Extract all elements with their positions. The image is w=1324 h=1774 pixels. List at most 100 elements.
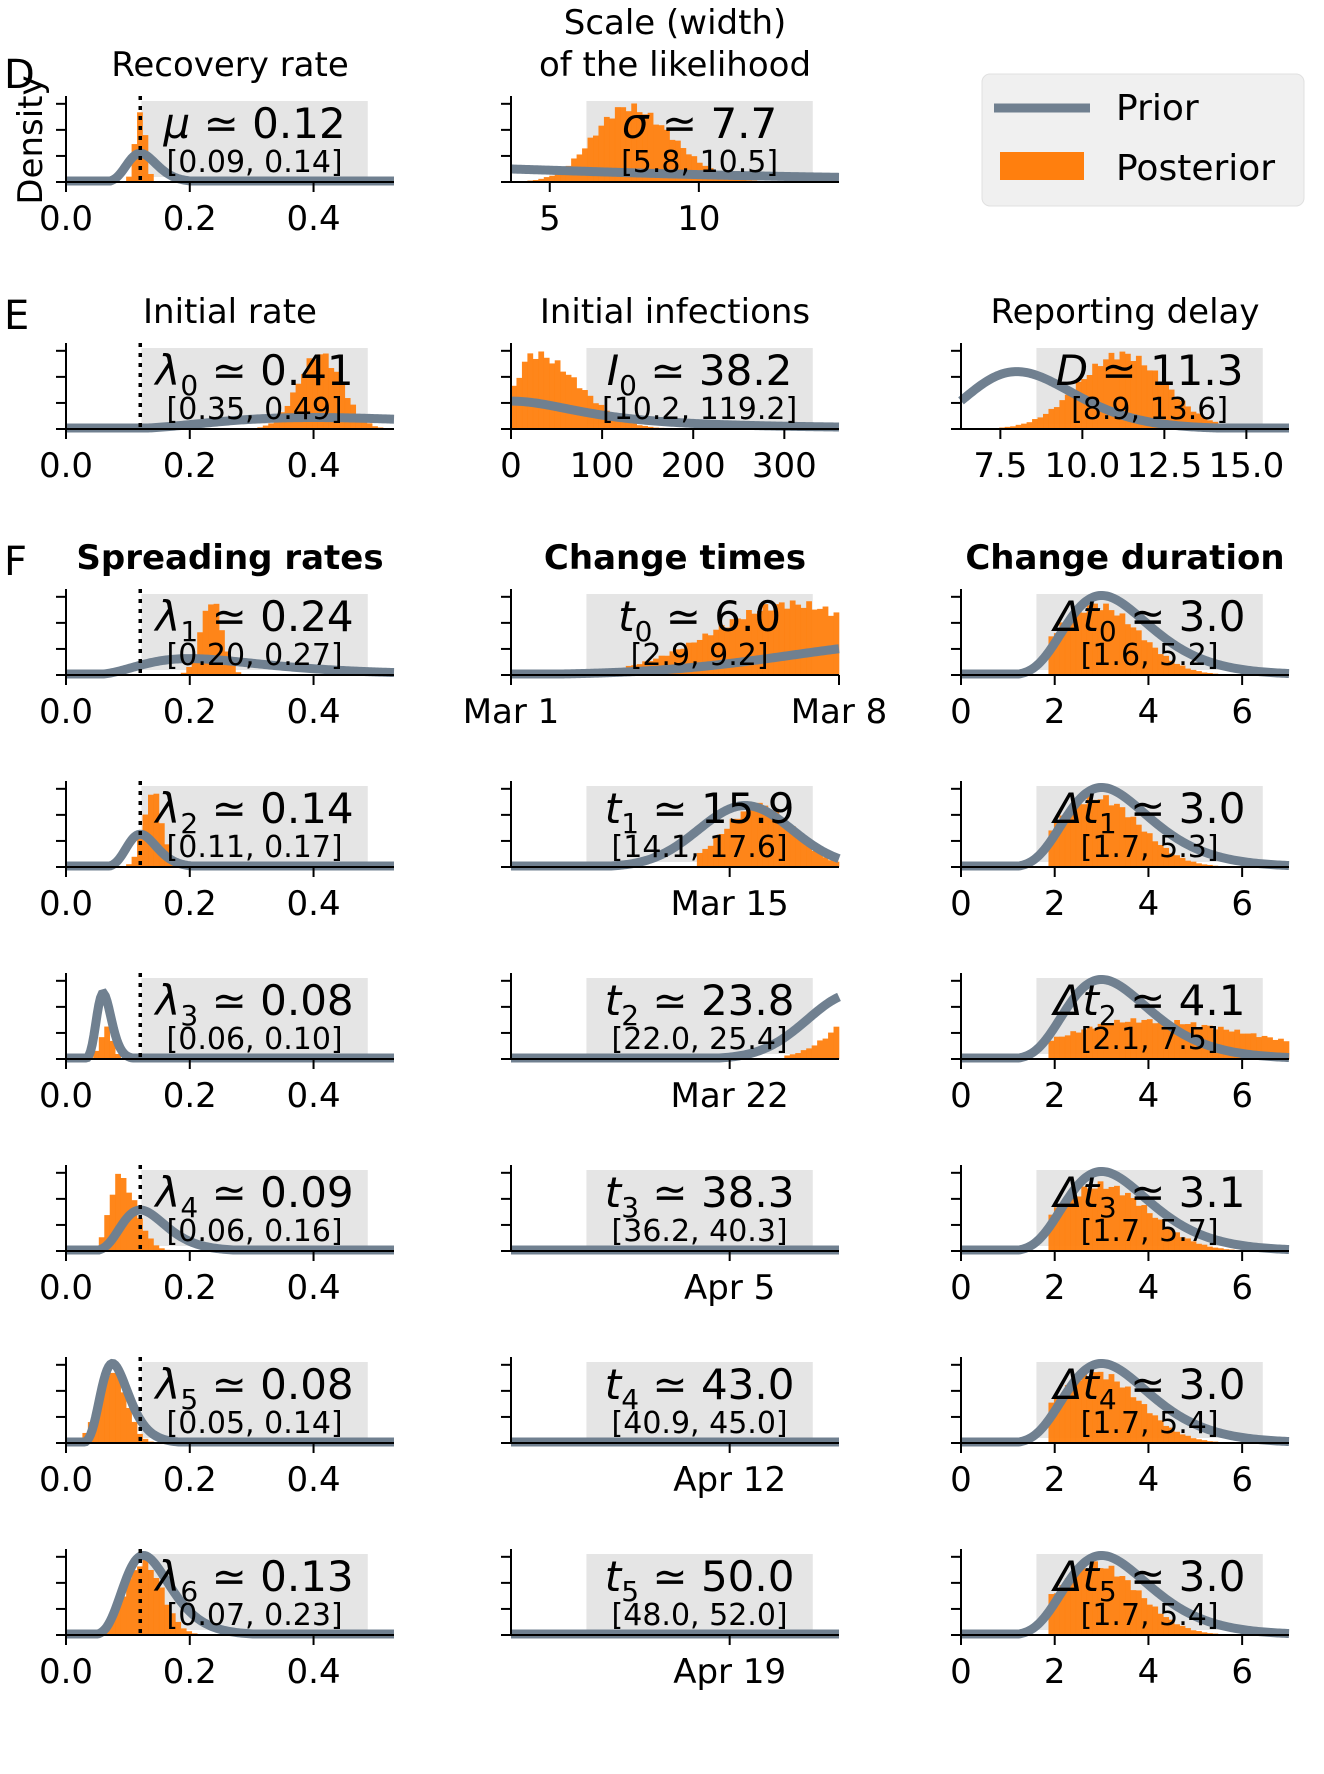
- median-value: 3.0: [1179, 784, 1246, 833]
- posterior-bar: [180, 672, 187, 675]
- posterior-bar: [175, 1621, 182, 1635]
- x-tick-label: 0: [950, 1460, 972, 1500]
- approx-sign: ≃: [198, 784, 260, 833]
- median-symbol: λ: [154, 592, 181, 641]
- median-subscript: 5: [180, 1383, 198, 1416]
- posterior-bar: [740, 811, 747, 867]
- x-tick-label: 2: [1044, 1460, 1066, 1500]
- x-tick-label: 4: [1138, 1460, 1160, 1500]
- posterior-bar: [724, 828, 730, 867]
- median-value: 4.1: [1179, 976, 1246, 1025]
- panel-7-1: t5 ≃ 50.0[48.0, 52.0] Apr 19: [501, 1549, 839, 1692]
- posterior-bar: [1119, 613, 1126, 675]
- posterior-bar: [702, 848, 709, 867]
- x-tick-label: 0.0: [39, 446, 93, 486]
- approx-sign: ≃: [198, 1360, 260, 1409]
- posterior-bar: [1152, 1023, 1159, 1059]
- posterior-bar: [115, 1371, 121, 1443]
- x-tick-label: 4: [1138, 1652, 1160, 1692]
- posterior-bar: [1048, 408, 1055, 429]
- posterior-bar: [322, 353, 329, 429]
- posterior-bar: [1141, 1019, 1148, 1059]
- posterior-bar: [158, 1587, 165, 1635]
- approx-sign: ≃: [639, 1360, 701, 1409]
- posterior-bar: [109, 1040, 116, 1059]
- posterior-bar: [1135, 1205, 1142, 1251]
- posterior-bar: [1103, 359, 1109, 429]
- posterior-bar: [1108, 610, 1115, 675]
- prior-curve: [510, 396, 840, 432]
- posterior-bar: [235, 672, 242, 675]
- median-symbol: Δt: [1051, 976, 1101, 1025]
- posterior-bar: [1135, 824, 1142, 867]
- posterior-bar: [560, 371, 566, 429]
- posterior-bar: [735, 818, 741, 867]
- x-tick-label: 5: [539, 199, 561, 239]
- posterior-bar: [169, 1613, 176, 1635]
- x-tick-label: 4: [1138, 1076, 1160, 1116]
- median-label: I0 ≃ 38.2: [607, 346, 793, 402]
- posterior-bar: [1086, 794, 1093, 867]
- posterior-bar: [1135, 1590, 1142, 1635]
- median-value: 0.41: [260, 346, 354, 395]
- median-value: 0.14: [260, 784, 354, 833]
- posterior-bar: [1043, 413, 1049, 429]
- x-tick-label: 0.4: [287, 199, 341, 239]
- posterior-bar: [93, 1050, 100, 1059]
- posterior-bar: [817, 608, 823, 675]
- posterior-bar: [833, 1026, 840, 1059]
- posterior-bar: [1163, 655, 1170, 675]
- posterior-bar: [811, 1045, 818, 1059]
- median-subscript: 3: [180, 999, 198, 1032]
- median-subscript: 0: [180, 369, 198, 402]
- posterior-bar: [1070, 1195, 1077, 1251]
- posterior-bar: [1196, 413, 1202, 429]
- approx-sign: ≃: [639, 784, 701, 833]
- posterior-bar: [1130, 1397, 1137, 1443]
- posterior-bar: [538, 178, 545, 182]
- posterior-bar: [1168, 853, 1175, 867]
- posterior-bar: [131, 144, 138, 182]
- posterior-bar: [1081, 1568, 1088, 1635]
- posterior-bar: [800, 1050, 807, 1059]
- posterior-bar: [833, 861, 840, 867]
- posterior-bar: [680, 148, 687, 182]
- posterior-bar: [614, 416, 621, 429]
- posterior-bar: [1174, 1232, 1180, 1251]
- posterior-bar: [675, 140, 681, 182]
- posterior-bar: [817, 1040, 823, 1059]
- credible-interval: [0.06, 0.16]: [167, 1214, 343, 1249]
- posterior-bar: [691, 642, 698, 675]
- posterior-bar: [609, 414, 616, 429]
- posterior-bar: [1048, 830, 1055, 867]
- prior-curve: [66, 654, 395, 679]
- posterior-bar: [1157, 1219, 1164, 1251]
- median-label: Δt1 ≃ 3.0: [1051, 784, 1246, 840]
- median-subscript: 1: [1099, 807, 1117, 840]
- legend-posterior-label: Posterior: [1116, 148, 1275, 189]
- posterior-bar: [538, 351, 545, 429]
- stats-box: [141, 101, 368, 177]
- posterior-bar: [1075, 1569, 1082, 1635]
- posterior-bar: [784, 1055, 791, 1059]
- credible-interval: [1.7, 5.4]: [1081, 1406, 1219, 1441]
- posterior-bar: [1053, 1593, 1060, 1635]
- approx-sign: ≃: [198, 976, 260, 1025]
- posterior-bar: [131, 1200, 138, 1251]
- posterior-bar: [631, 423, 638, 429]
- panel-0-1: Scale (width)of the likelihood σ ≃ 7.7[5.…: [501, 3, 840, 239]
- posterior-bar: [1092, 603, 1098, 675]
- posterior-bar: [620, 420, 627, 429]
- x-tick-label: 10: [677, 199, 720, 239]
- credible-interval: [10.2, 119.2]: [602, 392, 797, 427]
- posterior-bar: [1086, 1570, 1093, 1635]
- median-subscript: 6: [180, 1575, 198, 1608]
- posterior-bar: [554, 172, 561, 182]
- posterior-bar: [746, 610, 752, 675]
- posterior-bar: [1141, 640, 1148, 675]
- posterior-bar: [773, 808, 780, 867]
- posterior-bar: [1075, 1196, 1082, 1251]
- posterior-bar: [1245, 1033, 1252, 1059]
- row-label-F: F: [4, 539, 27, 585]
- posterior-bar: [789, 600, 796, 675]
